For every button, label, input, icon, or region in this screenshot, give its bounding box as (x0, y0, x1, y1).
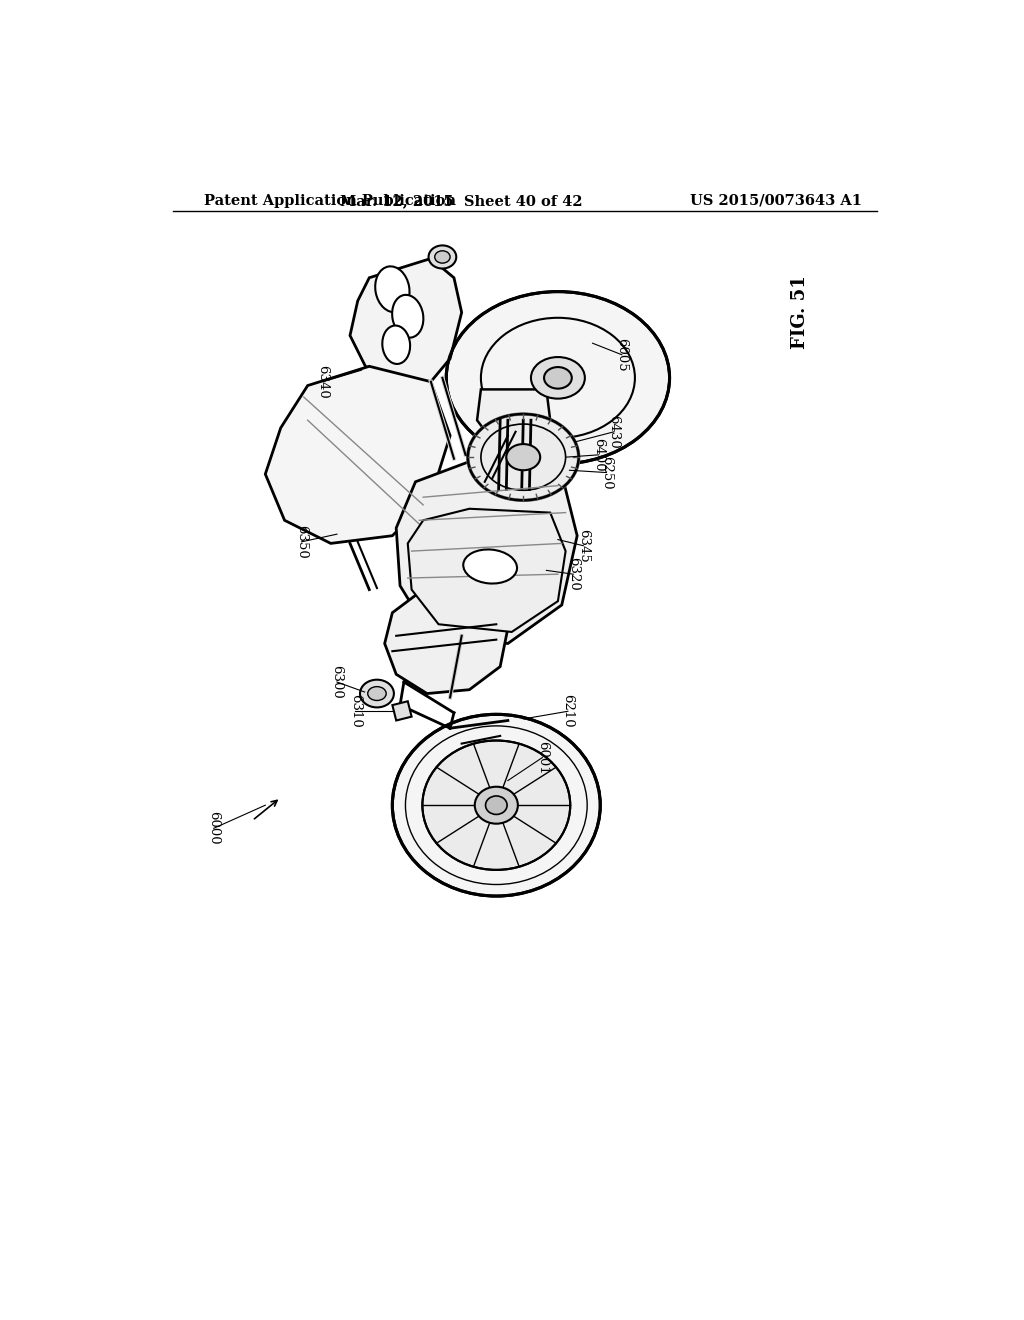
Text: 6300: 6300 (331, 665, 343, 698)
Text: 6430: 6430 (607, 414, 621, 449)
Ellipse shape (446, 292, 670, 465)
Text: FIG. 51: FIG. 51 (792, 276, 809, 350)
Ellipse shape (375, 267, 410, 313)
Polygon shape (385, 586, 508, 693)
Polygon shape (396, 459, 578, 644)
Text: 6400: 6400 (592, 438, 605, 471)
Text: 6001: 6001 (536, 741, 549, 775)
Ellipse shape (544, 367, 571, 388)
Ellipse shape (429, 246, 457, 268)
Text: US 2015/0073643 A1: US 2015/0073643 A1 (690, 194, 862, 207)
Text: 6000: 6000 (207, 812, 220, 845)
Ellipse shape (506, 444, 541, 470)
Ellipse shape (468, 414, 579, 500)
Text: 6210: 6210 (561, 694, 574, 729)
Ellipse shape (475, 787, 518, 824)
Text: 6250: 6250 (600, 455, 613, 490)
Ellipse shape (392, 294, 423, 338)
Ellipse shape (392, 714, 600, 896)
Text: 6310: 6310 (349, 694, 361, 729)
Ellipse shape (368, 686, 386, 701)
Ellipse shape (382, 326, 411, 364)
Text: 6005: 6005 (615, 338, 629, 371)
Text: 6345: 6345 (577, 529, 590, 562)
Ellipse shape (422, 741, 570, 870)
Polygon shape (477, 389, 550, 436)
Ellipse shape (485, 796, 507, 814)
Polygon shape (392, 701, 412, 721)
Text: Patent Application Publication: Patent Application Publication (204, 194, 456, 207)
Ellipse shape (463, 549, 517, 583)
Text: Mar. 12, 2015  Sheet 40 of 42: Mar. 12, 2015 Sheet 40 of 42 (340, 194, 583, 207)
Polygon shape (350, 259, 462, 385)
Text: 6350: 6350 (295, 525, 308, 558)
Ellipse shape (435, 251, 451, 263)
Text: 6320: 6320 (567, 557, 580, 591)
Polygon shape (265, 367, 451, 544)
Text: 6340: 6340 (316, 364, 330, 399)
Ellipse shape (360, 680, 394, 708)
Polygon shape (408, 508, 565, 632)
Ellipse shape (531, 358, 585, 399)
